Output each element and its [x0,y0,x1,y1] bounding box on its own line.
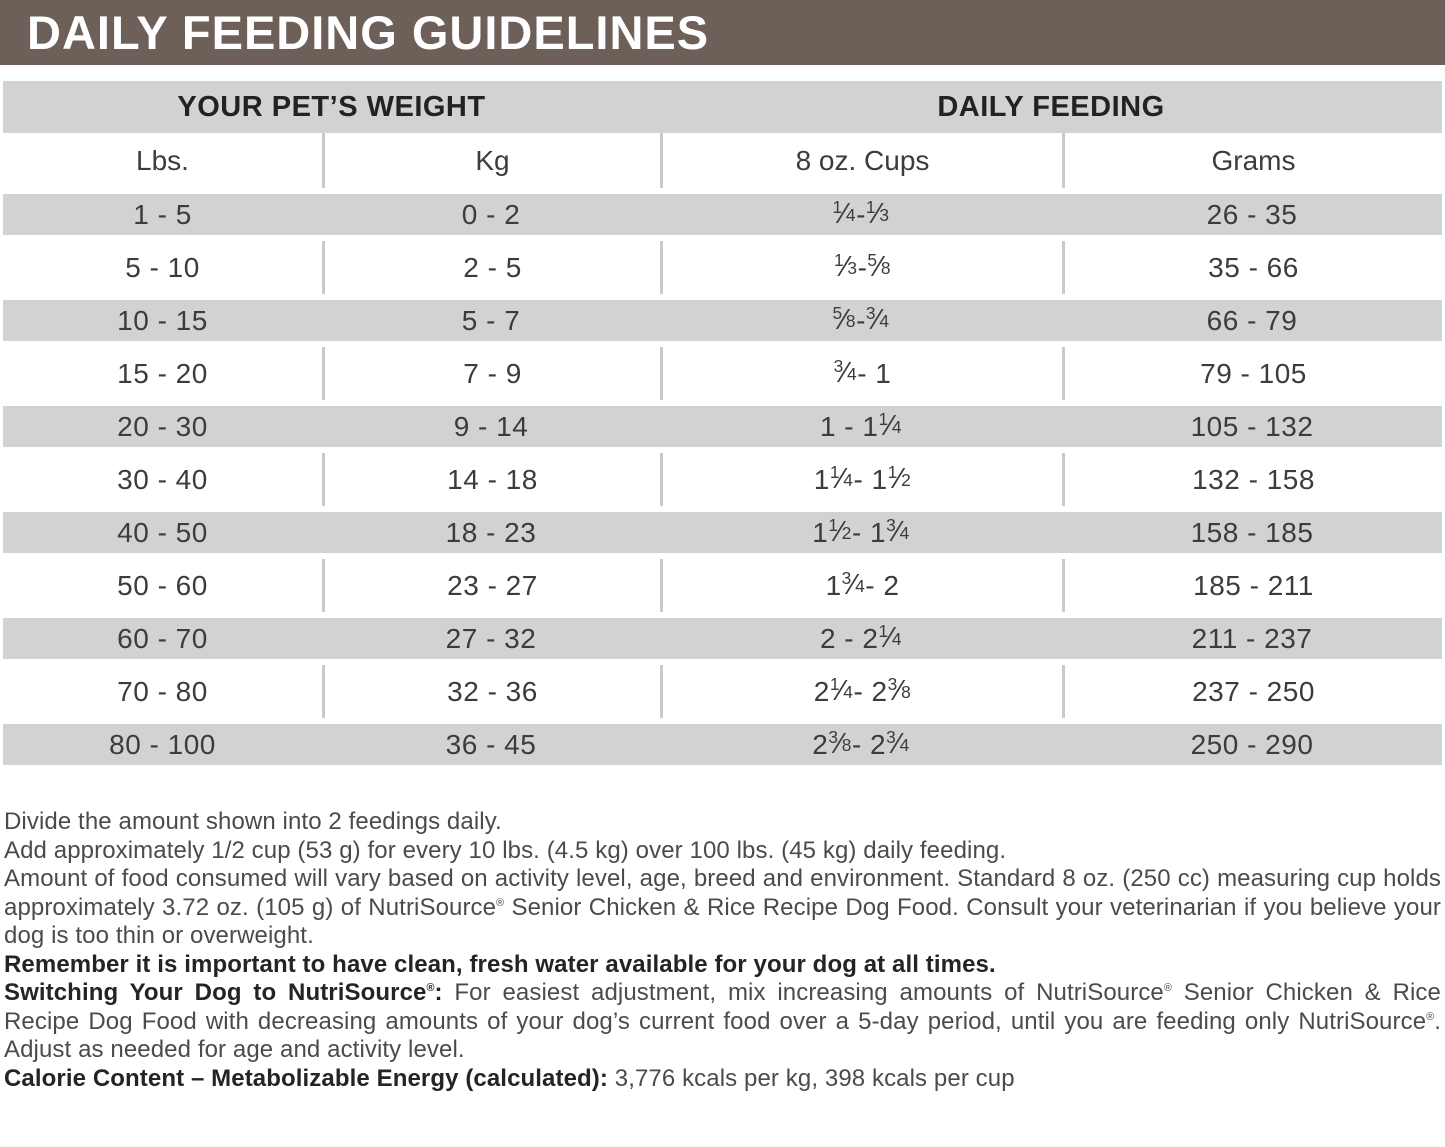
cell-kg: 7 - 9 [322,347,660,400]
cell-kg: 2 - 5 [322,241,660,294]
note-divide: Divide the amount shown into 2 feedings … [4,808,502,835]
note-calorie-content: Calorie Content – Metabolizable Energy (… [4,1064,1015,1092]
table-row: 20 - 30 9 - 14 1 - 1 1 ⁄ 4 105 - 132 [3,400,1442,453]
cell-cups: 2 - 2 1 ⁄ 4 [819,620,903,654]
cell-grams: 26 - 35 [1206,198,1298,230]
cell-grams: 79 - 105 [1062,347,1442,400]
cell-grams: 211 - 237 [1191,622,1313,654]
table-row: 80 - 100 36 - 45 2 3 ⁄ 8 - 2 3 ⁄ 4 250 - 290 [3,718,1442,771]
cell-kg: 0 - 2 [461,198,521,230]
cell-cups: 1 ⁄ 4 - 1 ⁄ 3 [832,196,890,230]
cell-kg: 36 - 45 [445,728,537,760]
cell-grams: 185 - 211 [1062,559,1442,612]
cell-kg: 5 - 7 [461,304,521,336]
feeding-guidelines-table: YOUR PET’S WEIGHT DAILY FEEDING Lbs. Kg … [0,81,1445,771]
cell-grams: 66 - 79 [1206,304,1298,336]
cell-kg: 18 - 23 [445,516,537,548]
cell-lbs: 10 - 15 [117,304,208,336]
cell-kg: 23 - 27 [322,559,660,612]
cell-lbs: 70 - 80 [117,675,208,707]
note-switching: Switching Your Dog to NutriSource®: For … [4,979,1441,1063]
cell-grams: 158 - 185 [1190,516,1314,548]
table-row: 60 - 70 27 - 32 2 - 2 1 ⁄ 4 211 - 237 [3,612,1442,665]
table-row: 10 - 15 5 - 7 5 ⁄ 8 - 3 ⁄ 4 66 - 79 [3,294,1442,347]
cell-lbs: 60 - 70 [117,622,208,654]
cell-lbs: 40 - 50 [117,516,208,548]
cell-cups: 1 - 1 1 ⁄ 4 [819,408,903,442]
cell-lbs: 1 - 5 [133,198,192,230]
cell-kg: 14 - 18 [322,453,660,506]
cell-cups: 5 ⁄ 8 - 3 ⁄ 4 [832,302,890,336]
cell-lbs: 15 - 20 [117,357,208,389]
note-amount-vary: Amount of food consumed will vary based … [4,865,1441,949]
table-row: 1 - 5 0 - 2 1 ⁄ 4 - 1 ⁄ 3 26 - 35 [3,188,1442,241]
cell-cups: 1 1 ⁄ 2 - 1 3 ⁄ 4 [812,514,910,548]
group-header-pet-weight: YOUR PET’S WEIGHT [177,90,486,123]
note-remember: Remember it is important to have clean, … [4,950,996,978]
table-row: 15 - 20 7 - 9 3 ⁄ 4 - 1 79 - 105 [3,347,1442,400]
cell-kg: 27 - 32 [445,622,537,654]
cell-lbs: 5 - 10 [125,251,200,283]
cell-cups: 2 1 ⁄ 4 - 2 3 ⁄ 8 [660,665,1062,718]
page-title: DAILY FEEDING GUIDELINES [27,6,710,59]
cell-cups: 1 3 ⁄ 4 - 2 [660,559,1062,612]
group-header-row: YOUR PET’S WEIGHT DAILY FEEDING [3,81,1442,133]
cell-grams: 250 - 290 [1190,728,1314,760]
group-header-daily-feeding: DAILY FEEDING [937,90,1165,123]
cell-lbs: 20 - 30 [117,410,208,442]
cell-lbs: 50 - 60 [117,569,208,601]
column-header-grams: Grams [1062,133,1442,188]
table-body: 1 - 5 0 - 2 1 ⁄ 4 - 1 ⁄ 3 26 - 35 5 - 10 2 - 5 1 ⁄ 3… [3,188,1442,771]
column-header-cups: 8 oz. Cups [660,133,1062,188]
table-row: 5 - 10 2 - 5 1 ⁄ 3 - 5 ⁄ 8 35 - 66 [3,241,1442,294]
cell-cups: 1 ⁄ 3 - 5 ⁄ 8 [660,241,1062,294]
column-header-kg: Kg [322,133,660,188]
table-row: 30 - 40 14 - 18 1 1 ⁄ 4 - 1 1 ⁄ 2 132 - 158 [3,453,1442,506]
column-header-row: Lbs. Kg 8 oz. Cups Grams [3,133,1442,188]
table-row: 70 - 80 32 - 36 2 1 ⁄ 4 - 2 3 ⁄ 8 237 - 250 [3,665,1442,718]
cell-kg: 32 - 36 [322,665,660,718]
cell-cups: 2 3 ⁄ 8 - 2 3 ⁄ 4 [812,726,910,760]
cell-grams: 35 - 66 [1062,241,1442,294]
cell-grams: 237 - 250 [1062,665,1442,718]
title-bar: DAILY FEEDING GUIDELINES [0,0,1445,65]
column-header-lbs: Lbs. [136,144,189,176]
cell-grams: 105 - 132 [1190,410,1314,442]
cell-kg: 9 - 14 [453,410,529,442]
cell-grams: 132 - 158 [1062,453,1442,506]
table-row: 40 - 50 18 - 23 1 1 ⁄ 2 - 1 3 ⁄ 4 158 - 185 [3,506,1442,559]
cell-lbs: 30 - 40 [117,463,208,495]
cell-cups: 3 ⁄ 4 - 1 [660,347,1062,400]
note-add-over: Add approximately 1/2 cup (53 g) for eve… [4,836,1007,864]
table-row: 50 - 60 23 - 27 1 3 ⁄ 4 - 2 185 - 211 [3,559,1442,612]
feeding-notes: Divide the amount shown into 2 feedings … [0,808,1445,1093]
cell-lbs: 80 - 100 [109,728,216,760]
cell-cups: 1 1 ⁄ 4 - 1 1 ⁄ 2 [660,453,1062,506]
